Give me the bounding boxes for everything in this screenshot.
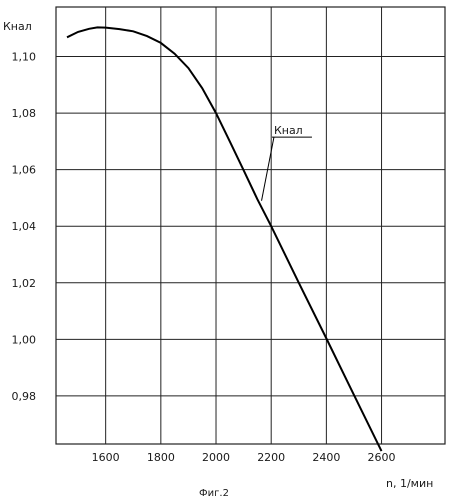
x-tick-labels: 1600 1800 2000 2200 2400 2600	[92, 451, 396, 464]
series-line-knal	[67, 27, 382, 451]
x-tick-label: 1800	[147, 451, 175, 464]
y-tick-label: 1,10	[12, 50, 37, 63]
y-tick-label: 0,98	[12, 390, 37, 403]
y-axis-label: Кнал	[3, 20, 32, 33]
annotation-leader	[262, 137, 274, 201]
figure-caption: Фиг.2	[199, 488, 229, 499]
y-tick-label: 1,08	[12, 107, 37, 120]
plot-frame	[56, 7, 445, 444]
y-tick-label: 1,02	[12, 277, 37, 290]
x-tick-label: 2400	[312, 451, 340, 464]
grid	[56, 7, 445, 444]
x-tick-label: 1600	[92, 451, 120, 464]
y-tick-label: 1,04	[12, 220, 37, 233]
x-axis-label: n, 1/мин	[386, 477, 433, 490]
x-tick-label: 2000	[202, 451, 230, 464]
x-tick-label: 2600	[368, 451, 396, 464]
y-tick-label: 1,00	[12, 333, 37, 346]
y-tick-label: 1,06	[12, 164, 37, 177]
y-tick-labels: 0,98 1,00 1,02 1,04 1,06 1,08 1,10	[12, 50, 37, 402]
annotation-label: Кнал	[274, 124, 303, 137]
x-tick-label: 2200	[257, 451, 285, 464]
